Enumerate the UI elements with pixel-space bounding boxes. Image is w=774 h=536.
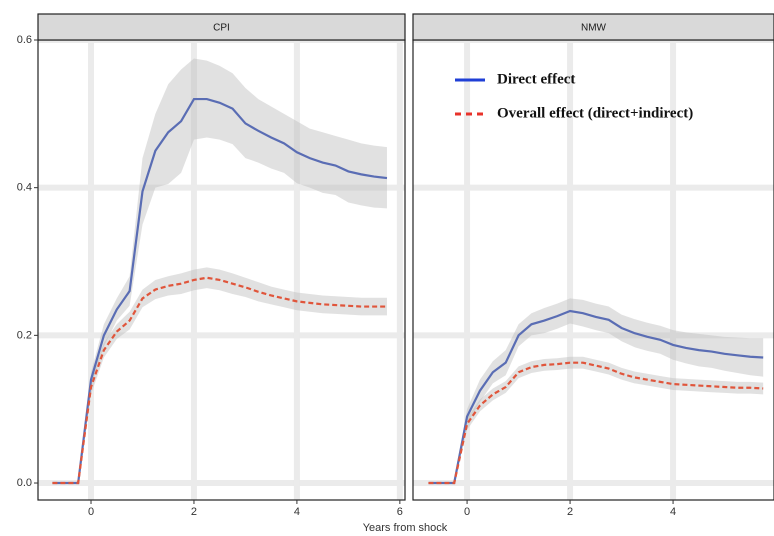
series-line <box>428 361 764 485</box>
y-tick-label: 0.4 <box>17 182 32 194</box>
series-line <box>52 276 387 485</box>
x-tick-label: 4 <box>294 506 300 518</box>
series-line <box>52 97 388 485</box>
y-tick-label: 0.2 <box>17 329 32 341</box>
strip <box>412 13 774 41</box>
confidence-band <box>52 58 387 484</box>
legend-label: Overall effect (direct+indirect) <box>497 105 693 121</box>
x-tick-label: 0 <box>88 506 94 518</box>
confidence-band <box>428 298 764 484</box>
x-tick-label: 2 <box>191 506 197 518</box>
strip-title: NMW <box>581 23 607 34</box>
strip-title: CPI <box>213 23 230 34</box>
legend-label: Direct effect <box>497 71 575 87</box>
panel-background <box>413 40 774 500</box>
y-tick-label: 0.0 <box>17 477 32 489</box>
x-tick-label: 0 <box>464 506 470 518</box>
panel-background <box>38 40 405 500</box>
series-line <box>428 309 764 485</box>
strip <box>37 13 406 41</box>
x-tick-label: 6 <box>397 506 403 518</box>
x-tick-label: 2 <box>567 506 573 518</box>
confidence-band <box>428 356 764 484</box>
y-tick-label: 0.6 <box>17 34 32 46</box>
x-axis-title: Years from shock <box>363 522 448 534</box>
x-tick-label: 4 <box>670 506 676 518</box>
